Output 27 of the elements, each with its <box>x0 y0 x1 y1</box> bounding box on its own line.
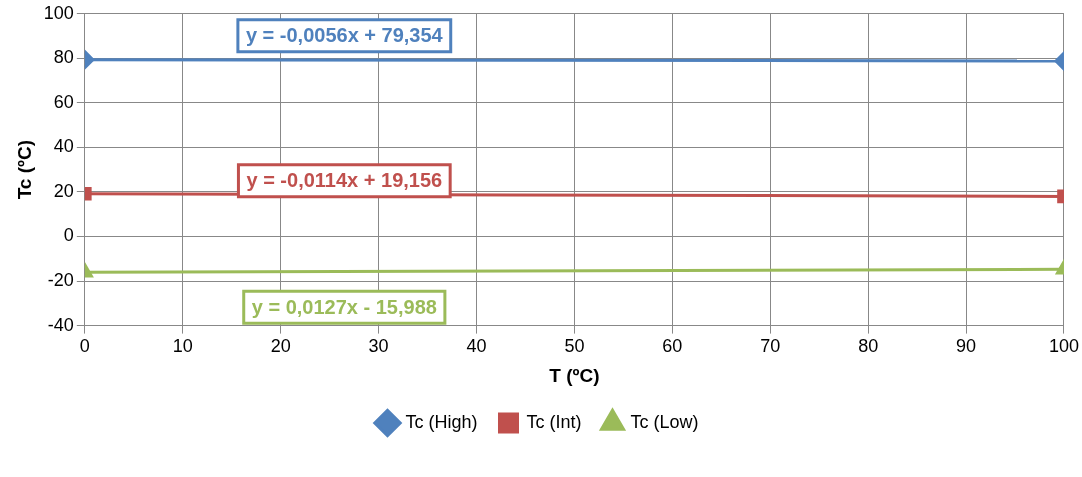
x-tick-label: 40 <box>466 336 487 357</box>
legend-label: Tc (High) <box>405 411 478 432</box>
x-tick-label: 90 <box>956 336 977 357</box>
y-tick-label: 0 <box>63 225 74 246</box>
annotation: y = -0,0056x + 79,354 <box>245 24 444 47</box>
x-tick-label: 70 <box>760 336 781 357</box>
x-tick-label: 10 <box>172 336 193 357</box>
annotation: y = -0,0114x + 19,156 <box>246 169 443 192</box>
y-axis-title: Tc (ºC) <box>13 140 35 200</box>
annotation: y = 0,0127x - 15,988 <box>251 295 437 318</box>
y-tick-label: 60 <box>53 91 74 112</box>
x-tick-label: 20 <box>270 336 291 357</box>
x-tick-label: 50 <box>564 336 585 357</box>
legend-label: Tc (Int) <box>526 411 582 432</box>
y-tick-label: 40 <box>53 136 74 157</box>
y-tick-label: 80 <box>53 47 74 68</box>
y-tick-label: 100 <box>43 2 74 23</box>
x-tick-label: 60 <box>662 336 683 357</box>
y-tick-label: -40 <box>47 314 74 335</box>
x-tick-label: 30 <box>368 336 389 357</box>
x-axis-title: T (ºC) <box>549 364 600 386</box>
y-tick-label: -20 <box>47 270 74 291</box>
x-tick-label: 80 <box>858 336 879 357</box>
y-tick-label: 20 <box>53 180 74 201</box>
x-tick-label: 0 <box>79 336 90 357</box>
legend-label: Tc (Low) <box>630 411 699 432</box>
x-tick-label: 100 <box>1048 336 1080 357</box>
